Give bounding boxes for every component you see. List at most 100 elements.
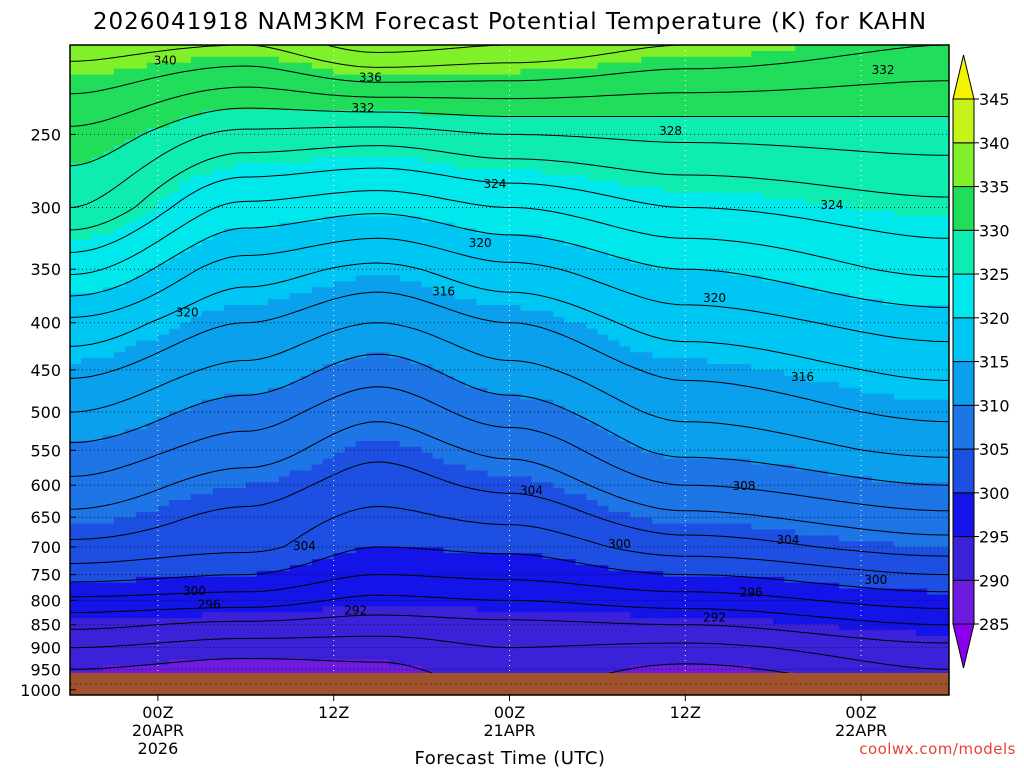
- field-cell: [124, 133, 137, 141]
- field-cell: [190, 234, 203, 241]
- field-cell: [498, 169, 511, 176]
- field-cell: [674, 110, 686, 117]
- field-cell: [146, 62, 159, 70]
- field-cell: [91, 293, 104, 300]
- field-cell: [696, 50, 708, 58]
- field-cell: [399, 139, 412, 147]
- field-cell: [828, 228, 840, 235]
- field-cell: [938, 86, 949, 93]
- field-cell: [70, 86, 82, 93]
- field-cell: [377, 287, 390, 294]
- field-cell: [168, 127, 181, 135]
- field-cell: [685, 145, 697, 152]
- field-cell: [267, 364, 280, 371]
- field-cell: [718, 352, 730, 359]
- field-cell: [542, 115, 555, 123]
- field-cell: [333, 269, 346, 277]
- field-cell: [399, 204, 412, 212]
- field-cell: [630, 104, 642, 111]
- field-cell: [597, 145, 609, 152]
- field-cell: [619, 346, 631, 353]
- field-cell: [179, 180, 192, 188]
- field-cell: [806, 139, 818, 147]
- field-cell: [542, 110, 555, 117]
- field-cell: [168, 305, 181, 312]
- field-cell: [432, 186, 445, 194]
- field-cell: [751, 163, 763, 170]
- field-cell: [542, 169, 555, 176]
- field-cell: [520, 316, 533, 324]
- field-cell: [773, 405, 785, 412]
- field-cell: [102, 45, 115, 52]
- field-cell: [70, 346, 82, 353]
- field-cell: [421, 175, 434, 182]
- field-cell: [465, 299, 478, 306]
- field-cell: [531, 151, 544, 158]
- field-cell: [487, 145, 500, 152]
- field-cell: [300, 334, 313, 342]
- field-cell: [421, 322, 434, 330]
- field-cell: [201, 370, 214, 377]
- field-cell: [740, 98, 752, 105]
- field-cell: [91, 322, 104, 330]
- field-cell: [289, 334, 302, 342]
- field-cell: [806, 198, 818, 206]
- field-cell: [729, 299, 741, 306]
- field-cell: [839, 251, 851, 259]
- field-cell: [608, 45, 620, 52]
- field-cell: [201, 56, 214, 64]
- field-cell: [366, 352, 379, 359]
- field-cell: [938, 305, 949, 312]
- field-cell: [542, 293, 555, 300]
- field-cell: [707, 310, 719, 318]
- field-cell: [322, 68, 335, 76]
- field-cell: [267, 316, 280, 324]
- field-cell: [201, 299, 214, 306]
- field-cell: [80, 151, 93, 158]
- field-cell: [718, 287, 730, 294]
- field-cell: [278, 127, 291, 135]
- field-cell: [333, 375, 346, 383]
- field-cell: [465, 257, 478, 265]
- field-cell: [751, 45, 763, 52]
- field-cell: [861, 275, 873, 282]
- field-cell: [465, 80, 478, 87]
- field-cell: [399, 45, 412, 52]
- field-cell: [80, 299, 93, 306]
- field-cell: [608, 98, 620, 105]
- field-cell: [751, 133, 763, 141]
- field-cell: [410, 56, 423, 64]
- field-cell: [278, 245, 291, 253]
- field-cell: [850, 387, 862, 395]
- field-cell: [608, 228, 620, 235]
- field-cell: [597, 192, 609, 200]
- field-cell: [696, 352, 708, 359]
- field-cell: [707, 133, 719, 141]
- field-cell: [531, 186, 544, 194]
- field-cell: [432, 222, 445, 229]
- field-cell: [388, 411, 401, 418]
- field-cell: [443, 115, 456, 123]
- field-cell: [322, 245, 335, 253]
- field-cell: [773, 216, 785, 223]
- field-cell: [201, 115, 214, 123]
- field-cell: [597, 381, 609, 389]
- field-cell: [905, 305, 917, 312]
- field-cell: [509, 352, 522, 359]
- field-cell: [894, 251, 906, 259]
- field-cell: [256, 322, 269, 330]
- field-cell: [487, 216, 500, 223]
- field-cell: [245, 381, 258, 389]
- field-cell: [278, 281, 291, 288]
- field-cell: [135, 340, 148, 347]
- field-cell: [553, 50, 566, 58]
- field-cell: [784, 251, 796, 259]
- field-cell: [850, 56, 862, 64]
- field-cell: [102, 358, 115, 365]
- field-cell: [509, 163, 522, 170]
- field-cell: [124, 364, 137, 371]
- field-cell: [344, 310, 357, 318]
- field-cell: [531, 263, 544, 271]
- field-cell: [872, 163, 884, 170]
- field-cell: [135, 358, 148, 365]
